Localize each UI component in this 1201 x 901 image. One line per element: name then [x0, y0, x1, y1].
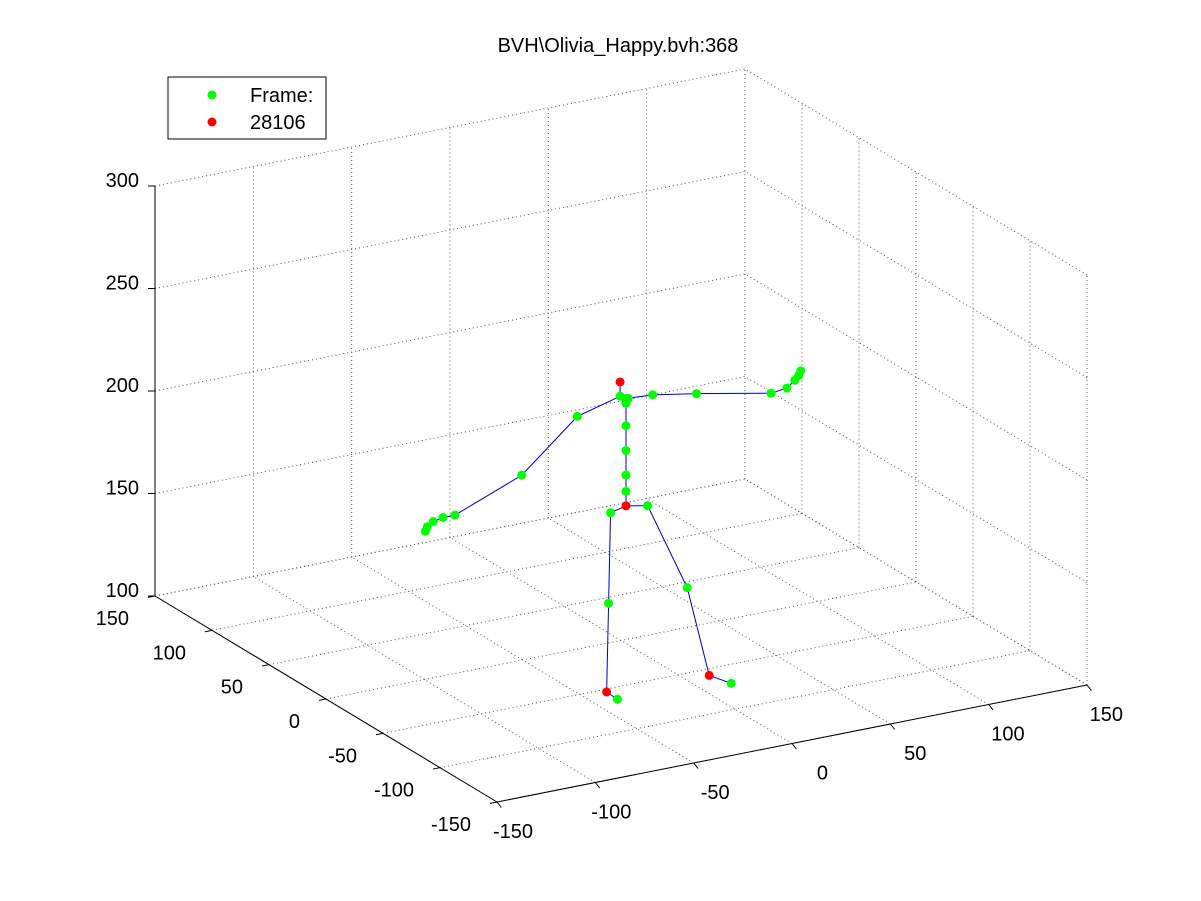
joint-spine2 [621, 445, 631, 455]
y-tick-label: -150 [431, 814, 471, 836]
x-tick-mark [594, 782, 601, 789]
joint-l-toe [726, 678, 736, 688]
joint-l-knee [682, 583, 692, 593]
y-tick-mark [318, 698, 327, 701]
joint-l-hand-1 [782, 383, 792, 393]
legend-marker-28106 [207, 117, 217, 127]
z-tick-label: 250 [106, 273, 139, 295]
legend: Frame: 28106 [167, 76, 327, 140]
joint-l-elbow [691, 389, 701, 399]
bone-r-hip-r-knee [608, 512, 612, 604]
y-tick-label: 50 [221, 677, 243, 699]
x-tick-mark [693, 762, 699, 769]
grid-line-side-z [744, 68, 1088, 276]
joint-l-hand-4 [796, 366, 806, 376]
x-tick-label: 0 [817, 763, 828, 785]
joint-head [615, 377, 625, 387]
skeleton-joints [420, 366, 806, 704]
z-tick-label: 150 [106, 478, 139, 500]
joint-r-toe [612, 694, 622, 704]
grid-line-side-z [744, 171, 1088, 378]
y-tick-label: 100 [153, 642, 186, 664]
joint-spine4 [621, 398, 631, 408]
joint-r-shoulder [572, 411, 582, 421]
grid-line-floor-x [646, 498, 989, 705]
z-tick-label: 300 [106, 170, 139, 192]
joint-hip-top [621, 486, 631, 496]
bone-r-elbow-r-wrist [454, 474, 523, 516]
x-tick-label: -150 [493, 821, 533, 843]
joint-l-ankle [704, 670, 714, 680]
grid-line-side-z [744, 376, 1088, 583]
grid-line-side-z [744, 273, 1088, 481]
joint-l-hip [643, 501, 653, 511]
y-tick-label: 0 [289, 711, 300, 733]
grid-line-back-z [154, 68, 746, 187]
joint-hips [621, 501, 631, 511]
y-tick-mark [375, 732, 384, 736]
legend-label-frame: Frame: [250, 85, 313, 107]
grid-line-floor-y [211, 512, 803, 631]
grid [154, 68, 1088, 803]
tick-labels: -150 -100 -50 0 50 100 150 -150 -100 -50 0 50 100 150… [96, 170, 1123, 843]
x-tick-mark [496, 801, 502, 808]
x-tick-label: -100 [591, 802, 631, 824]
y-tick-mark [489, 801, 498, 804]
z-tick-label: 100 [106, 580, 139, 602]
y-tick-label: -100 [374, 780, 414, 802]
grid-line-side-z [744, 478, 1088, 686]
grid-line-floor-y [268, 547, 860, 666]
joint-r-ankle [602, 687, 612, 697]
x-tick-mark [889, 723, 896, 730]
y-tick-label: -50 [328, 745, 357, 767]
joint-r-elbow [517, 470, 527, 480]
x-tick-mark [1086, 684, 1092, 691]
bone-r-knee-r-ankle [606, 603, 610, 692]
y-tick-mark [432, 767, 441, 770]
x-tick-label: 50 [904, 743, 926, 765]
bone-l-knee-l-ankle [686, 587, 710, 676]
joint-r-hip [606, 508, 616, 518]
grid-line-floor-y [382, 615, 974, 734]
z-tick-label: 200 [106, 375, 139, 397]
joint-spine3 [621, 421, 631, 431]
x-tick-mark [791, 743, 797, 750]
bone-l-shoulder-l-elbow [652, 393, 697, 396]
joint-l-shoulder [648, 390, 658, 400]
chart-title: BVH\Olivia_Happy.bvh:368 [498, 35, 739, 57]
bone-l-hip-l-knee [647, 505, 688, 588]
grid-line-back-z [154, 478, 746, 597]
legend-marker-frame [207, 90, 217, 100]
grid-line-floor-y [325, 581, 917, 700]
y-tick-mark [261, 664, 270, 667]
bone-r-shoulder-r-elbow [521, 416, 578, 476]
legend-box [167, 76, 327, 140]
x-tick-label: 100 [991, 724, 1024, 746]
joint-r-wrist [450, 510, 460, 520]
joint-r-hand-1 [438, 512, 448, 522]
joint-r-hand-4 [420, 526, 430, 536]
x-tick-label: 150 [1090, 704, 1123, 726]
axes [147, 185, 1092, 808]
joint-spine1 [621, 470, 631, 480]
grid-line-back-z [154, 376, 746, 494]
legend-label-28106: 28106 [250, 112, 306, 134]
grid-line-back-z [154, 171, 746, 289]
y-tick-mark [204, 629, 213, 633]
joint-l-wrist [766, 388, 776, 398]
bone-neck-r-shoulder [577, 395, 621, 417]
grid-line-floor-y [439, 650, 1031, 769]
joint-r-knee [604, 598, 614, 608]
grid-line-back-z [154, 273, 746, 392]
x-tick-mark [988, 704, 994, 711]
y-tick-label: 150 [96, 608, 129, 630]
x-tick-label: -50 [701, 782, 730, 804]
joint-r-hand-2 [428, 516, 438, 526]
